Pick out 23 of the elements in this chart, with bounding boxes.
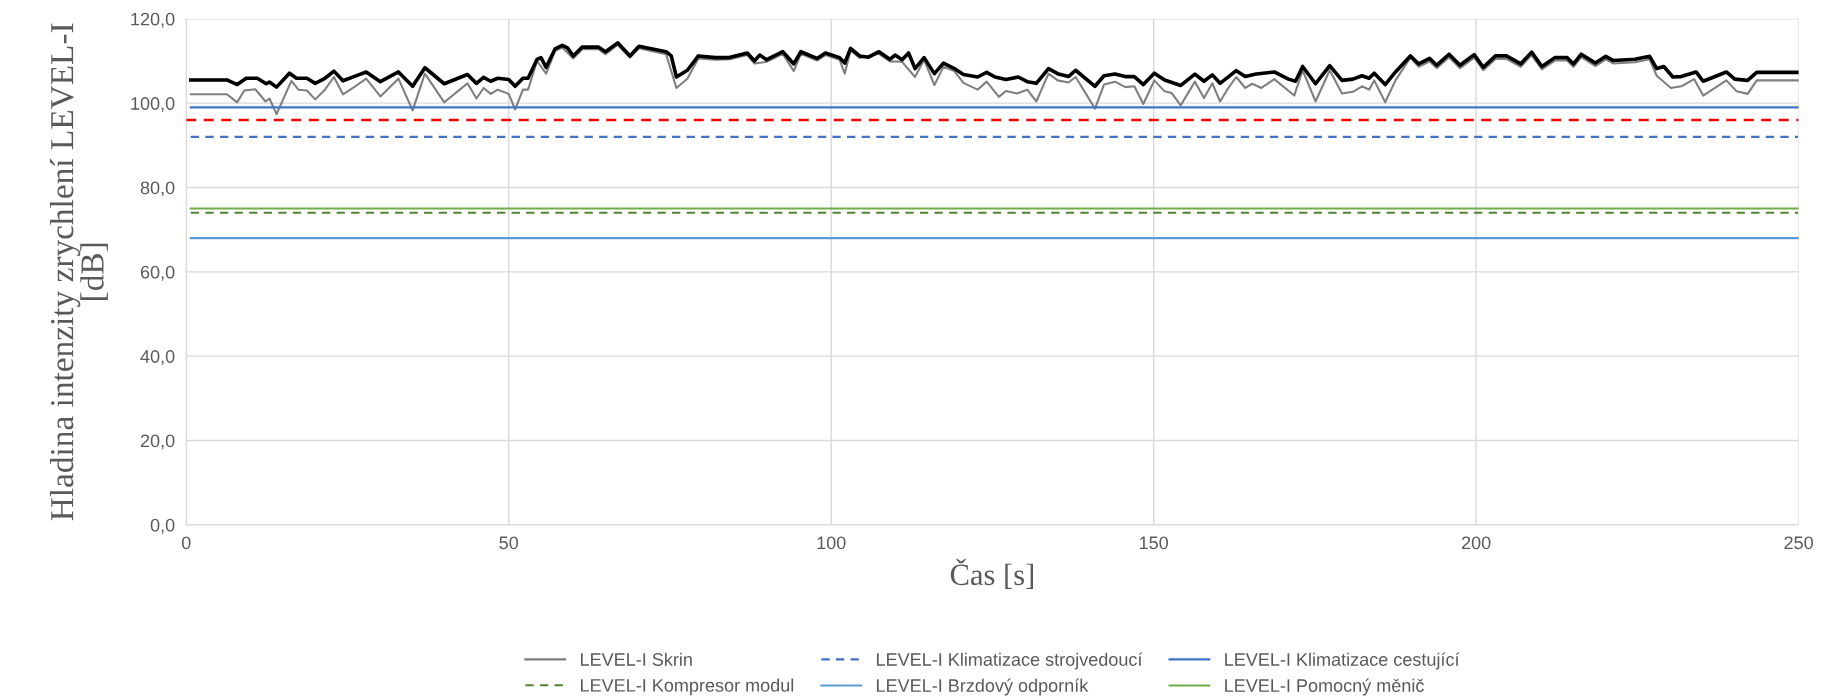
y-tick-label: 60,0	[140, 265, 175, 281]
x-tick-label: 100	[817, 536, 846, 550]
legend-label: LEVEL-I Klimatizace cestující	[1225, 652, 1460, 670]
x-tick-label: 0	[181, 536, 191, 550]
legend-label: LEVEL-I Brzdový odporník	[877, 678, 1089, 696]
x-tick-label: 200	[1461, 536, 1491, 550]
line-series	[189, 43, 1799, 116]
legend-label: LEVEL-I Klimatizace strojvedoucí	[877, 652, 1143, 670]
x-tick-label: 250	[1784, 536, 1813, 550]
y-tick-label: 20,0	[140, 434, 175, 450]
y-tick-label: 80,0	[140, 181, 175, 197]
y-tick-label: 120,0	[131, 12, 175, 28]
legend-label: LEVEL-I Pomocný měnič	[1225, 678, 1424, 696]
x-tick-label: 50	[499, 536, 519, 550]
line-series	[188, 41, 1799, 89]
y-tick-label: 40,0	[140, 350, 175, 366]
y-axis-title: Hladina intenzity zrychlení LEVEL-I [dB]	[49, 23, 108, 521]
x-tick-label: 150	[1139, 536, 1169, 550]
legend-label: LEVEL-I Skrin	[581, 652, 692, 666]
legend-label: LEVEL-I Kompresor modul	[581, 678, 794, 696]
y-tick-label: 100,0	[131, 97, 175, 113]
x-axis-title: Čas [s]	[950, 558, 1034, 589]
y-tick-label: 0,0	[150, 518, 175, 534]
